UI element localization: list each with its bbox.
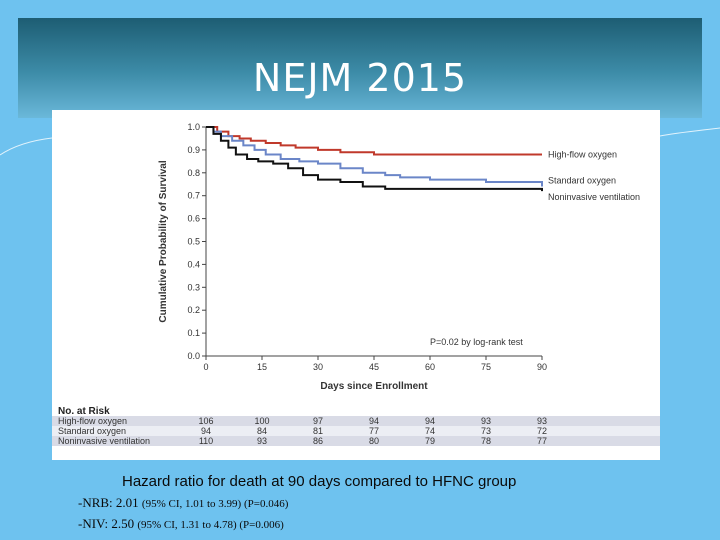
x-tick-label: 30 [313,362,323,372]
slide-header-band [18,18,702,118]
survival-figure: 0.0 0.1 0.2 0.3 0.4 0.5 0.6 0.7 0.8 0.9 1.0 0 15 30 45… [52,110,660,460]
risk-cell: 110 [199,436,213,446]
risk-row-label: High-flow oxygen [58,416,127,426]
risk-cell: 97 [313,416,323,426]
risk-cell: 79 [425,436,435,446]
risk-row-band [52,416,660,426]
log-rank-annotation: P=0.02 by log-rank test [430,337,523,347]
y-tick-label: 0.7 [187,191,200,201]
risk-cell: 94 [201,426,211,436]
hazard-ratio-heading: Hazard ratio for death at 90 days compar… [122,473,517,490]
hazard-ratio-nrb-ci: (95% CI, 1.01 to 3.99) (P=0.046) [141,498,289,510]
y-tick-label: 0.8 [187,168,200,178]
x-tick-label: 0 [203,362,208,372]
y-tick-label: 0.1 [187,328,200,338]
y-tick-label: 0.0 [187,351,200,361]
risk-cell: 80 [369,436,379,446]
y-axis-title: Cumulative Probability of Survival [158,160,169,322]
legend-label-1: Standard oxygen [548,176,616,186]
x-tick-label: 60 [425,362,435,372]
y-tick-label: 0.5 [187,237,200,247]
series-line-1 [206,126,543,187]
series-line-2 [206,126,543,192]
hazard-ratio-niv-ci: (95% CI, 1.31 to 4.78) (P=0.006) [137,519,284,531]
risk-cell: 73 [481,426,491,436]
x-tick-label: 90 [537,362,547,372]
x-tick-label: 15 [257,362,267,372]
risk-cell: 106 [198,416,213,426]
risk-row-label: Standard oxygen [58,426,126,436]
risk-cell: 93 [481,416,491,426]
slide-title: NEJM 2015 [252,56,468,100]
risk-row-label: Noninvasive ventilation [58,436,150,446]
risk-cell: 100 [254,416,269,426]
risk-cell: 78 [481,436,491,446]
risk-table-title: No. at Risk [58,406,110,417]
y-tick-label: 0.3 [187,282,200,292]
risk-row-band [52,436,660,446]
risk-cell: 94 [369,416,379,426]
hazard-ratio-niv: -NIV: 2.50 (95% CI, 1.31 to 4.78) (P=0.0… [78,516,284,532]
x-axis-title: Days since Enrollment [320,381,428,392]
hazard-ratio-nrb-value: -NRB: 2.01 [78,495,139,510]
risk-cell: 72 [537,426,547,436]
risk-cell: 77 [537,436,547,446]
risk-cell: 93 [257,436,267,446]
x-tick-label: 75 [481,362,491,372]
y-tick-label: 0.9 [187,145,200,155]
y-tick-label: 0.2 [187,305,200,315]
risk-cell: 93 [537,416,547,426]
y-tick-label: 0.6 [187,214,200,224]
x-tick-label: 45 [369,362,379,372]
hazard-ratio-niv-value: -NIV: 2.50 [78,516,135,531]
legend-label-2: Noninvasive ventilation [548,192,640,202]
legend-label-0: High-flow oxygen [548,149,617,159]
risk-row-band [52,426,660,436]
risk-cell: 84 [257,426,267,436]
risk-cell: 86 [313,436,323,446]
risk-cell: 77 [369,426,379,436]
y-tick-label: 0.4 [187,259,200,269]
y-tick-label: 1.0 [187,122,200,132]
hazard-ratio-nrb: -NRB: 2.01 (95% CI, 1.01 to 3.99) (P=0.0… [78,495,288,511]
survival-chart: 0.0 0.1 0.2 0.3 0.4 0.5 0.6 0.7 0.8 0.9 1.0 0 15 30 45… [52,122,660,446]
risk-cell: 74 [425,426,435,436]
risk-cell: 94 [425,416,435,426]
risk-cell: 81 [313,426,323,436]
